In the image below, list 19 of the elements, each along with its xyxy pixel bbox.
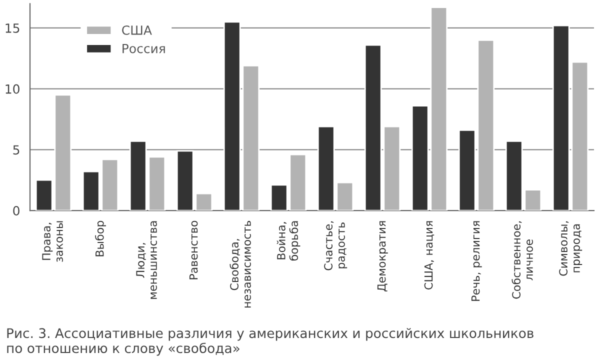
legend-label: США bbox=[122, 25, 152, 35]
x-tick-label: Собственное, личное bbox=[512, 221, 533, 299]
y-tick-label: 15 bbox=[6, 24, 20, 33]
legend-label: Россия bbox=[122, 44, 165, 54]
x-tick-label: Равенство bbox=[189, 220, 198, 280]
x-tick-label: Демократия bbox=[377, 221, 388, 292]
y-tick-label: 5 bbox=[13, 145, 20, 155]
y-tick-label: 10 bbox=[6, 84, 20, 94]
x-tick-label: Символы, природа bbox=[559, 221, 582, 276]
x-tick-label: Счастье, радость bbox=[324, 221, 348, 270]
x-tick-label: Люди, меньшинства bbox=[136, 221, 157, 299]
x-tick-label: Выбор bbox=[95, 220, 106, 256]
x-tick-label: Война, борьба bbox=[276, 221, 300, 261]
x-tick-label: Права, законы bbox=[42, 221, 63, 262]
y-tick-label: 0 bbox=[13, 206, 20, 216]
x-tick-label: Свобода, независимость bbox=[230, 220, 251, 308]
x-tick-label: США, нация bbox=[424, 221, 434, 290]
x-tick-label: Речь, религия bbox=[471, 221, 482, 301]
text: Рис. 3. Ассоциативные различия у американских и российских школьников по отношению к слову «свобода» bbox=[7, 328, 534, 356]
